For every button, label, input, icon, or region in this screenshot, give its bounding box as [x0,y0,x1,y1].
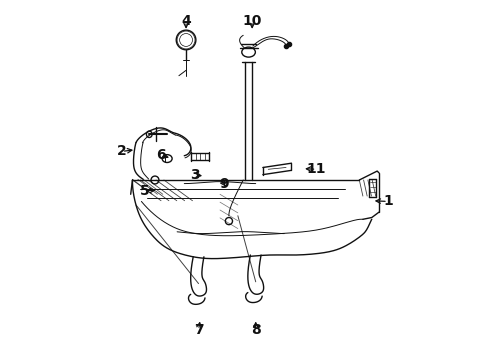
Text: 3: 3 [190,168,200,182]
Text: 2: 2 [117,144,126,158]
Text: 11: 11 [307,162,326,176]
Text: 9: 9 [219,176,228,190]
Text: 7: 7 [194,323,203,337]
Text: 10: 10 [243,14,262,28]
Text: 5: 5 [140,184,150,198]
Text: 4: 4 [181,14,191,28]
Text: 6: 6 [156,148,166,162]
Text: 1: 1 [383,194,393,208]
Text: 8: 8 [251,323,261,337]
